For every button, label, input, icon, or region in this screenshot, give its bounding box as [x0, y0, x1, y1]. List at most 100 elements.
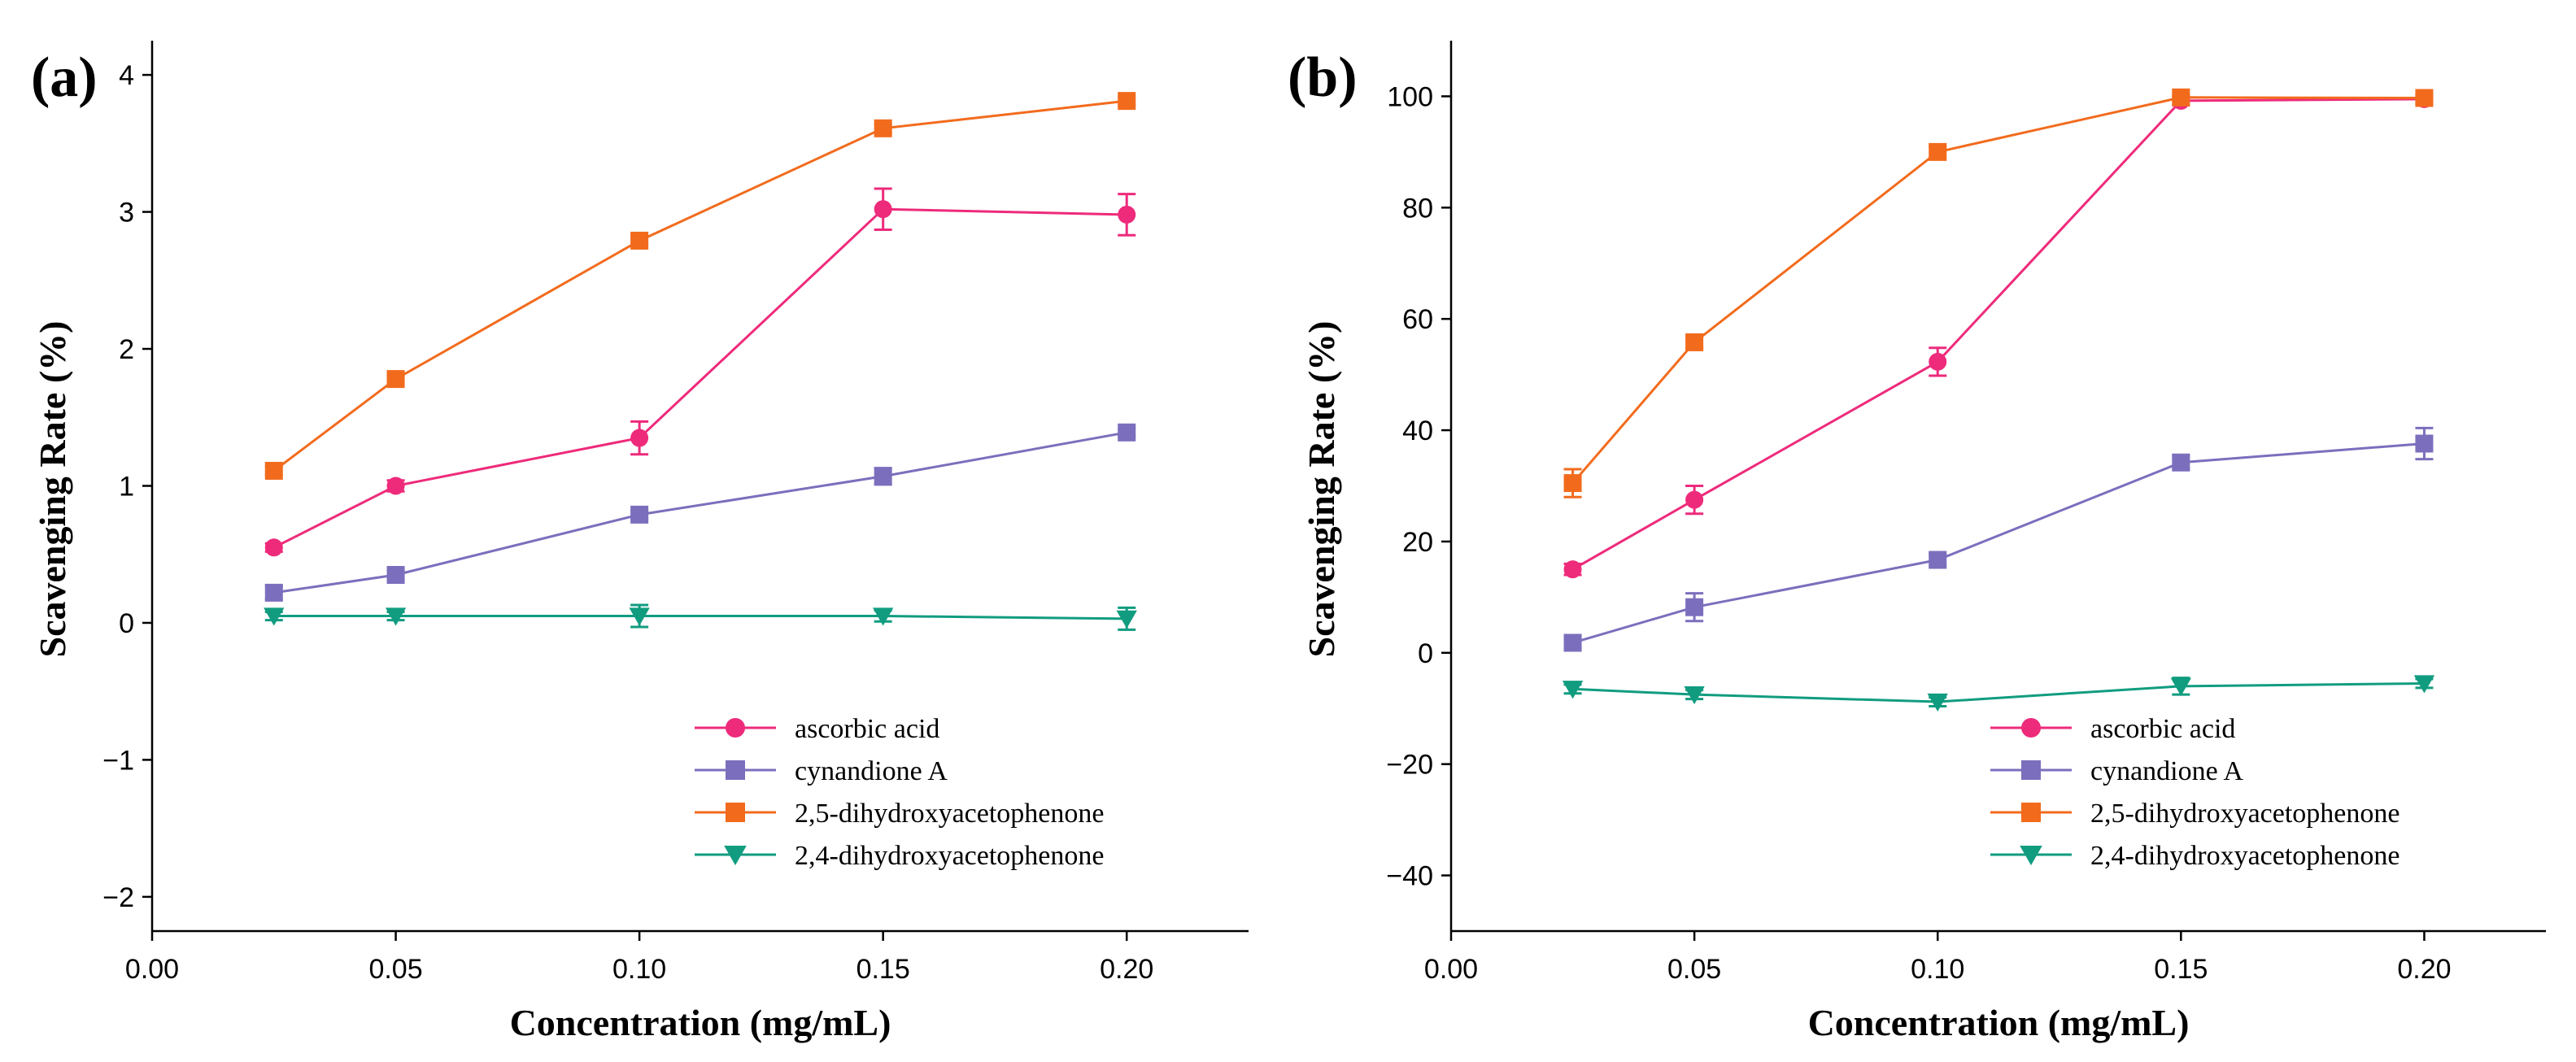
series-cynandione-a — [264, 423, 1136, 602]
legend-label: ascorbic acid — [795, 714, 939, 744]
x-tick-label: 0.10 — [612, 954, 666, 985]
y-tick-label: 40 — [1402, 416, 1433, 446]
series-2-5-dihydroxyacetophenone — [1563, 88, 2434, 498]
series-line — [272, 99, 1127, 472]
data-point — [1118, 92, 1136, 111]
legend-entry: ascorbic acid — [695, 714, 939, 744]
legend-entry: cynandione A — [1990, 756, 2243, 786]
data-point — [1685, 490, 1704, 509]
y-tick-label: 0 — [119, 608, 134, 639]
x-tick-label: 0.20 — [1100, 954, 1153, 985]
panel-a: 0.00 0.05 0.10 0.15 0.20 −2 −1 0 1 2 3 4 Concentrati… — [31, 41, 1249, 1043]
data-point — [874, 200, 892, 219]
legend: ascorbic acid cynandione A 2,5-dihydroxyac… — [1990, 714, 2400, 871]
panel-label: (b) — [1288, 46, 1358, 109]
y-tick-label: 3 — [119, 198, 134, 229]
data-point — [874, 119, 892, 137]
y-axis-label: Scavenging Rate (%) — [32, 321, 73, 658]
x-tick-label: 0.00 — [125, 954, 179, 985]
y-tick-label: −2 — [102, 882, 134, 913]
legend-entry: 2,4-dihydroxyacetophenone — [695, 841, 1105, 871]
series-line — [273, 615, 1127, 620]
legend-marker — [2021, 803, 2041, 822]
panel-b: 0.00 0.05 0.10 0.15 0.20 −40 −20 0 20 40 60 80 100 Co… — [1288, 41, 2546, 1043]
y-tick-label: 20 — [1402, 527, 1433, 558]
data-point — [1927, 693, 1948, 712]
series-line — [1571, 96, 2425, 485]
series-2-4-dihydroxyacetophenone — [264, 603, 1137, 631]
data-point — [2172, 88, 2190, 107]
data-point — [386, 370, 405, 389]
legend-marker — [724, 845, 747, 866]
data-point — [630, 231, 649, 250]
data-point — [1685, 333, 1704, 351]
data-point — [629, 607, 650, 626]
data-point — [1929, 142, 1947, 161]
legend-label: 2,4-dihydroxyacetophenone — [795, 841, 1105, 871]
y-tick-label: 1 — [119, 472, 134, 503]
legend-marker — [726, 718, 745, 738]
y-tick-label: 0 — [1418, 638, 1433, 669]
series-cynandione-a — [1563, 426, 2434, 652]
legend-entry: 2,4-dihydroxyacetophenone — [1990, 841, 2400, 871]
x-tick-label: 0.05 — [368, 954, 422, 985]
y-tick-label: −40 — [1386, 861, 1433, 892]
legend: ascorbic acid cynandione A 2,5-dihydroxyac… — [695, 714, 1105, 871]
legend-label: cynandione A — [2090, 756, 2243, 786]
series-2-5-dihydroxyacetophenone — [264, 92, 1136, 480]
data-point — [386, 477, 405, 495]
data-point — [1563, 560, 1582, 579]
x-tick-label: 0.00 — [1424, 954, 1478, 985]
data-point — [1929, 352, 1947, 371]
data-point — [1118, 423, 1136, 442]
legend-label: 2,5-dihydroxyacetophenone — [2090, 799, 2400, 829]
data-point — [264, 607, 285, 626]
legend-label: 2,5-dihydroxyacetophenone — [795, 799, 1105, 829]
data-point — [2415, 89, 2434, 107]
data-point — [264, 461, 283, 480]
legend-marker — [2021, 718, 2041, 738]
data-point — [385, 607, 407, 626]
data-point — [1116, 610, 1137, 629]
y-tick-label: 4 — [119, 60, 134, 91]
x-tick-label: 0.05 — [1667, 954, 1721, 985]
legend-marker — [726, 803, 745, 822]
series-ascorbic-acid — [264, 187, 1136, 557]
data-point — [1118, 205, 1136, 224]
data-point — [2170, 677, 2191, 696]
data-point — [2413, 675, 2435, 694]
data-point — [1685, 598, 1704, 616]
x-tick-label: 0.15 — [856, 954, 910, 985]
y-axis-label: Scavenging Rate (%) — [1301, 321, 1342, 658]
y-tick-label: 60 — [1402, 304, 1433, 335]
data-point — [874, 467, 892, 485]
y-tick-label: 100 — [1387, 81, 1433, 112]
data-point — [264, 538, 283, 557]
x-tick-label: 0.10 — [1911, 954, 1964, 985]
data-point — [630, 429, 649, 447]
data-point — [386, 566, 405, 584]
data-point — [1562, 681, 1584, 699]
legend-marker — [2020, 845, 2042, 866]
data-point — [1563, 474, 1582, 493]
legend-label: ascorbic acid — [2090, 714, 2235, 744]
legend-entry: ascorbic acid — [1990, 714, 2235, 744]
legend-entry: cynandione A — [695, 756, 948, 786]
data-point — [2172, 453, 2190, 472]
legend-marker — [726, 760, 745, 780]
data-point — [630, 505, 649, 524]
legend-label: cynandione A — [795, 756, 948, 786]
data-point — [1684, 686, 1705, 705]
data-point — [1563, 633, 1582, 652]
panel-label: (a) — [31, 46, 98, 109]
y-tick-label: 80 — [1402, 193, 1433, 224]
x-axis-label: Concentration (mg/mL) — [510, 1002, 891, 1043]
data-point — [2415, 434, 2434, 453]
data-point — [873, 607, 894, 626]
legend-marker — [2021, 760, 2041, 780]
legend-label: 2,4-dihydroxyacetophenone — [2090, 841, 2400, 871]
y-tick-label: −1 — [102, 745, 134, 776]
y-tick-label: −20 — [1386, 750, 1433, 781]
series-2-4-dihydroxyacetophenone — [1562, 675, 2435, 712]
